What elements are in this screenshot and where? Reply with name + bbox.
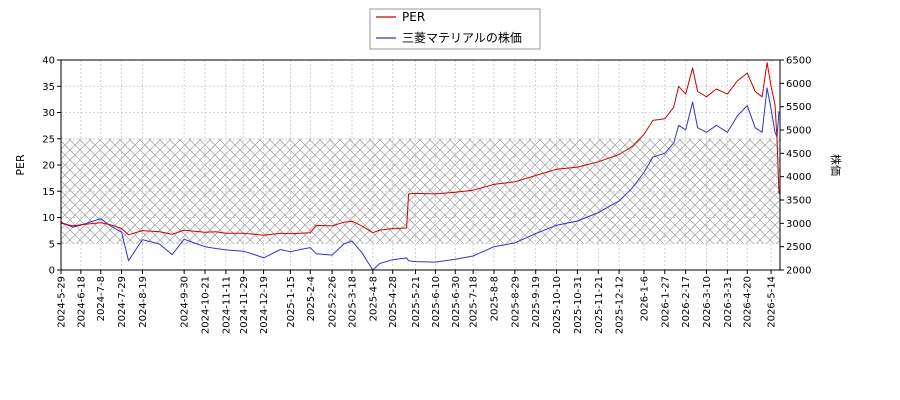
right-tick-label: 6500 — [786, 56, 811, 67]
grid — [60, 59, 780, 271]
x-tick-label: 2024-11-29 — [239, 276, 250, 334]
x-tick-label: 2025-7-18 — [469, 276, 480, 328]
x-tick-label: 2024-9-30 — [180, 276, 191, 328]
x-tick-label: 2025-5-21 — [411, 276, 422, 328]
x-tick-label: 2025-11-21 — [594, 276, 605, 334]
right-tick-label: 2500 — [786, 242, 811, 253]
series-line-per — [61, 62, 780, 236]
x-tick-label: 2025-10-31 — [573, 276, 584, 334]
x-tick-label: 2024-8-19 — [138, 276, 149, 328]
series-line-stock-price — [61, 87, 780, 270]
left-tick-label: 15 — [42, 187, 55, 198]
x-tick-label: 2025-2-26 — [328, 276, 339, 328]
x-tick-label: 2025-1-15 — [286, 276, 297, 328]
x-tick-label: 2025-6-30 — [451, 276, 462, 328]
x-tick-label: 2026-3-31 — [723, 276, 734, 328]
x-tick-label: 2024-10-21 — [200, 276, 211, 334]
x-tick-label: 2025-9-19 — [531, 276, 542, 328]
x-tick-label: 2025-8-29 — [510, 276, 521, 328]
legend-label-per: PER — [402, 10, 425, 24]
right-tick-label: 4000 — [786, 172, 811, 183]
x-tick-label: 2026-2-17 — [681, 276, 692, 328]
x-tick-label: 2024-12-19 — [259, 276, 270, 334]
x-tick-label: 2026-1-27 — [660, 276, 671, 328]
x-tick-label: 2025-10-10 — [552, 276, 563, 334]
right-tick-label: 5500 — [786, 102, 811, 113]
right-tick-label: 5000 — [786, 126, 811, 137]
x-tick-label: 2025-4-8 — [368, 276, 379, 321]
x-tick-label: 2025-3-18 — [347, 276, 358, 328]
reference-band — [61, 138, 780, 244]
legend: PER 三菱マテリアルの株価 — [369, 8, 541, 50]
right-tick-label: 6000 — [786, 79, 811, 90]
x-tick-label: 2025-6-10 — [431, 276, 442, 328]
left-axis-title: PER — [14, 154, 27, 176]
right-tick-label: 3000 — [786, 219, 811, 230]
x-tick-label: 2026-5-14 — [767, 276, 778, 328]
left-tick-label: 0 — [49, 266, 55, 277]
left-tick-label: 25 — [42, 134, 55, 145]
legend-label-stock-price: 三菱マテリアルの株価 — [402, 30, 522, 45]
x-tick-label: 2026-1-6 — [639, 276, 650, 321]
left-axis: 0 5 10 15 20 25 30 35 40 — [42, 56, 61, 277]
left-tick-label: 40 — [42, 56, 55, 67]
x-tick-label: 2025-4-28 — [388, 276, 399, 328]
x-tick-label: 2024-11-11 — [221, 276, 232, 334]
x-tick-label: 2024-7-8 — [96, 276, 107, 321]
x-tick-label: 2025-2-4 — [306, 276, 317, 321]
left-tick-label: 30 — [42, 108, 55, 119]
x-tick-label: 2025-8-8 — [489, 276, 500, 321]
left-tick-label: 10 — [42, 213, 55, 224]
x-tick-label: 2026-3-10 — [702, 276, 713, 328]
left-tick-label: 35 — [42, 82, 55, 93]
right-axis: 2000 2500 3000 3500 4000 4500 5000 5500 6000 6500 — [780, 56, 811, 277]
legend-box — [369, 8, 541, 50]
x-tick-label: 2024-6-18 — [76, 276, 87, 328]
x-tick-label: 2024-5-29 — [57, 276, 68, 328]
right-tick-label: 4500 — [786, 149, 811, 160]
right-axis-title: 株価 — [829, 154, 843, 176]
right-tick-label: 2000 — [786, 266, 811, 277]
right-tick-label: 3500 — [786, 196, 811, 207]
x-axis: 2024-5-29 2024-6-18 2024-7-8 2024-7-29 2024-… — [57, 270, 778, 334]
series-layer — [61, 62, 780, 270]
x-tick-label: 2025-12-12 — [615, 276, 626, 334]
left-tick-label: 5 — [49, 239, 55, 250]
x-tick-label: 2024-7-29 — [117, 276, 128, 328]
x-tick-label: 2026-4-20 — [743, 276, 754, 328]
left-tick-label: 20 — [42, 161, 55, 172]
